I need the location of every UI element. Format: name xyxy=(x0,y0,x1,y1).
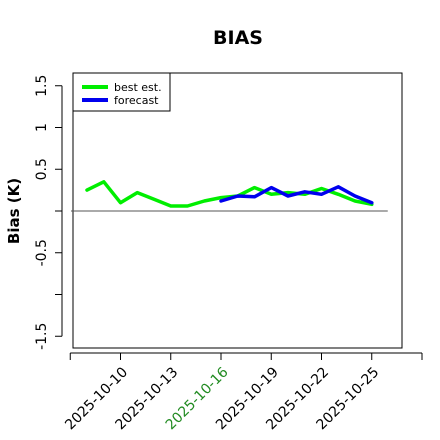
chart-title: BIAS xyxy=(213,27,263,49)
y-tick-label: 1.5 xyxy=(34,75,50,97)
y-axis: -1.5 -0.5 0.5 1 1.5 xyxy=(34,75,63,350)
y-tick-label: -1.5 xyxy=(34,323,50,350)
legend-box xyxy=(72,72,171,112)
legend-label-forecast: forecast xyxy=(114,94,159,107)
y-tick-label: -0.5 xyxy=(34,239,50,266)
series-line-forecast xyxy=(219,185,374,205)
y-tick-label: 1 xyxy=(34,123,50,132)
series-line-best-est xyxy=(85,180,374,208)
legend: best est. forecast xyxy=(72,72,171,112)
series-layer xyxy=(85,180,374,208)
y-tick-label: 0.5 xyxy=(34,158,50,180)
x-axis: 2025-10-102025-10-132025-10-162025-10-19… xyxy=(62,352,423,433)
legend-label-best-est: best est. xyxy=(114,81,162,94)
y-axis-label: Bias (K) xyxy=(5,178,23,244)
